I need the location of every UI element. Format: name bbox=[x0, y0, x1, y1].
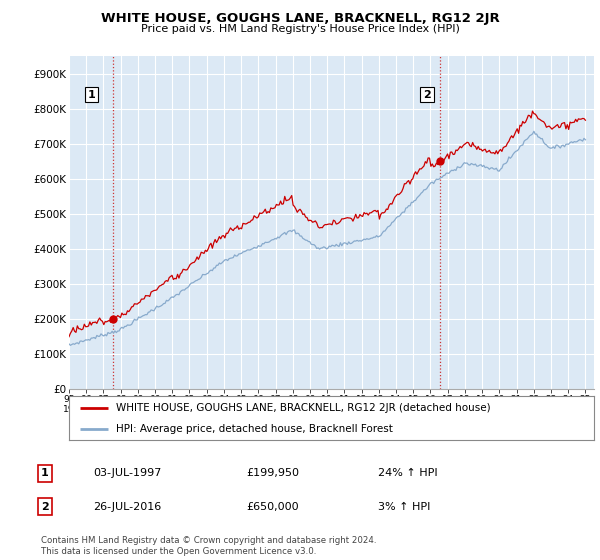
Text: 2: 2 bbox=[41, 502, 49, 512]
Text: HPI: Average price, detached house, Bracknell Forest: HPI: Average price, detached house, Brac… bbox=[116, 424, 393, 433]
Text: 1: 1 bbox=[88, 90, 95, 100]
Text: 1: 1 bbox=[41, 468, 49, 478]
Text: 2: 2 bbox=[423, 90, 431, 100]
Text: £650,000: £650,000 bbox=[246, 502, 299, 512]
Text: £199,950: £199,950 bbox=[246, 468, 299, 478]
Text: WHITE HOUSE, GOUGHS LANE, BRACKNELL, RG12 2JR (detached house): WHITE HOUSE, GOUGHS LANE, BRACKNELL, RG1… bbox=[116, 403, 491, 413]
Text: 24% ↑ HPI: 24% ↑ HPI bbox=[378, 468, 437, 478]
Text: 03-JUL-1997: 03-JUL-1997 bbox=[93, 468, 161, 478]
Text: 3% ↑ HPI: 3% ↑ HPI bbox=[378, 502, 430, 512]
Text: 26-JUL-2016: 26-JUL-2016 bbox=[93, 502, 161, 512]
Text: Price paid vs. HM Land Registry's House Price Index (HPI): Price paid vs. HM Land Registry's House … bbox=[140, 24, 460, 34]
Text: Contains HM Land Registry data © Crown copyright and database right 2024.
This d: Contains HM Land Registry data © Crown c… bbox=[41, 536, 376, 556]
Text: WHITE HOUSE, GOUGHS LANE, BRACKNELL, RG12 2JR: WHITE HOUSE, GOUGHS LANE, BRACKNELL, RG1… bbox=[101, 12, 499, 25]
